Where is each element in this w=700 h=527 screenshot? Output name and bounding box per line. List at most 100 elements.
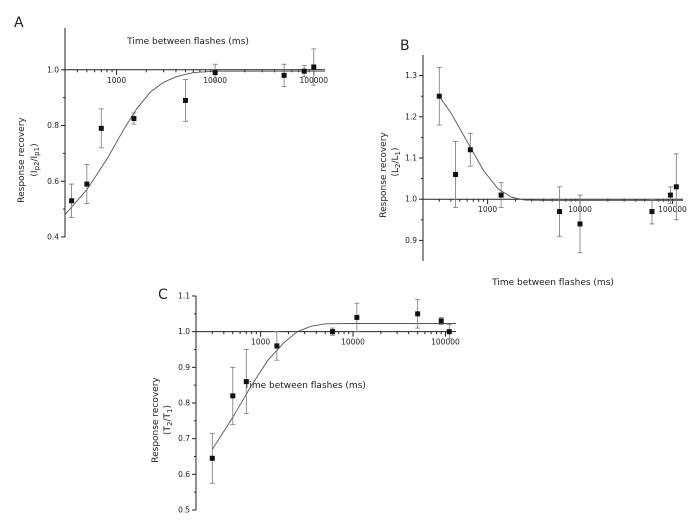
data-point	[131, 112, 137, 125]
y-axis-ratio-subscript: 1	[394, 151, 402, 155]
data-point	[301, 65, 307, 78]
data-point	[98, 108, 104, 149]
y-axis-ratio-text: )	[391, 147, 401, 151]
y-tick-label: 0.4	[47, 233, 59, 242]
data-marker	[330, 329, 336, 335]
data-marker	[649, 209, 655, 215]
data-marker	[354, 314, 360, 320]
data-marker	[446, 329, 452, 335]
data-point	[557, 186, 563, 237]
data-marker	[467, 147, 473, 153]
data-point	[311, 48, 317, 86]
x-axis-label: Time between flashes (ms)	[243, 381, 366, 391]
data-marker	[212, 70, 218, 76]
y-axis-ratio-text: )	[30, 143, 40, 147]
x-tick-label: 1000	[251, 338, 270, 347]
x-tick-label: 1000	[107, 76, 126, 85]
data-point	[667, 186, 673, 204]
data-point	[467, 132, 473, 167]
panel-label: A	[14, 15, 24, 31]
data-marker	[557, 209, 563, 215]
data-point	[649, 198, 655, 225]
x-axis-label: Time between flashes (ms)	[491, 278, 614, 288]
data-marker	[69, 198, 75, 204]
y-tick-label: 0.9	[178, 363, 190, 372]
y-tick-label: 1.0	[47, 65, 59, 74]
data-marker	[673, 184, 679, 190]
data-marker	[281, 72, 287, 78]
y-tick-label: 0.8	[178, 399, 190, 408]
x-axis-label: Time between flashes (ms)	[126, 37, 249, 47]
data-point	[281, 63, 287, 87]
data-point	[274, 331, 280, 361]
y-axis-ratio-text: /L	[391, 155, 401, 163]
y-tick-label: 0.5	[178, 506, 190, 515]
data-marker	[577, 221, 583, 227]
data-point	[446, 324, 452, 340]
data-marker	[438, 318, 444, 324]
data-marker	[243, 379, 249, 385]
data-marker	[667, 192, 673, 198]
y-axis-label: Response recovery	[151, 377, 161, 463]
y-axis-ratio-label: (L2/L1)	[391, 147, 402, 176]
y-axis-ratio-text: /I	[30, 156, 40, 162]
data-point	[84, 164, 90, 204]
fit-curve	[438, 95, 683, 201]
y-axis-label: Response recovery	[17, 117, 27, 203]
data-marker	[182, 97, 188, 103]
y-tick-label: 1.0	[178, 327, 190, 336]
data-point	[243, 349, 249, 415]
y-tick-label: 0.9	[405, 236, 417, 245]
data-point	[209, 432, 215, 484]
data-point	[330, 327, 336, 336]
panel-label: C	[158, 287, 168, 303]
data-point	[577, 194, 583, 254]
y-axis-ratio-label: (T2/T1)	[163, 405, 174, 435]
data-point	[453, 141, 459, 208]
data-point	[673, 153, 679, 221]
data-point	[230, 366, 236, 425]
y-tick-label: 1.2	[405, 112, 417, 121]
data-marker	[453, 171, 459, 177]
data-point	[182, 79, 188, 122]
data-marker	[131, 116, 137, 122]
data-point	[69, 183, 75, 218]
y-axis-ratio-text: )	[163, 405, 173, 409]
y-tick-label: 0.6	[47, 177, 59, 186]
fit-curve	[64, 70, 325, 215]
y-axis-ratio-subscript: 2	[166, 422, 174, 426]
panel-label: B	[400, 38, 410, 54]
y-tick-label: 0.7	[178, 434, 190, 443]
data-marker	[84, 181, 90, 187]
y-axis-label: Response recovery	[379, 132, 389, 218]
data-point	[354, 302, 360, 333]
fit-curve	[211, 323, 456, 450]
y-tick-label: 0.8	[47, 121, 59, 130]
x-tick-label: 100000	[431, 338, 460, 347]
y-axis-ratio-text: (I	[30, 170, 40, 176]
data-point	[212, 63, 218, 82]
data-point	[498, 182, 504, 208]
y-tick-label: 0.6	[178, 470, 190, 479]
data-marker	[311, 64, 317, 70]
data-marker	[209, 455, 215, 461]
y-tick-label: 1.1	[405, 154, 417, 163]
y-axis-ratio-text: (T	[163, 425, 173, 435]
y-tick-label: 1.0	[405, 195, 417, 204]
x-tick-label: 100000	[658, 205, 687, 214]
x-tick-label: 1000	[478, 205, 497, 214]
data-marker	[498, 192, 504, 198]
y-axis-ratio-text: /T	[163, 412, 173, 421]
y-axis-ratio-text: (L	[391, 168, 401, 177]
data-marker	[98, 125, 104, 131]
data-marker	[274, 343, 280, 349]
y-axis-ratio-subscript: p2	[33, 162, 41, 171]
data-point	[438, 316, 444, 325]
y-axis-ratio-label: (Ip2/Ip1)	[30, 143, 41, 176]
data-point	[415, 299, 421, 329]
data-point	[436, 66, 442, 126]
y-axis-ratio-subscript: p1	[33, 147, 41, 156]
